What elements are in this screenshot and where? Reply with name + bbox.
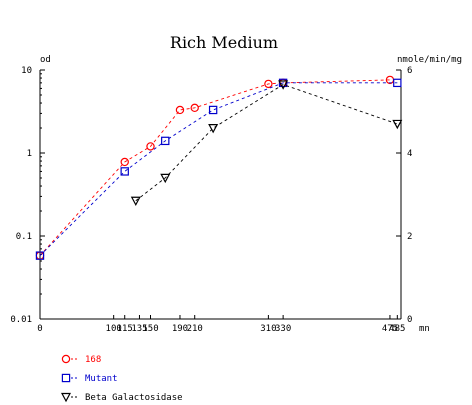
series-layer [35,75,403,260]
data-point [160,173,171,184]
x-tick-label: 135 [131,324,147,334]
legend-label: Mutant [85,374,118,384]
data-point [190,103,199,113]
data-point [130,196,141,207]
data-point [278,80,289,90]
left-axis-label: od [40,55,51,65]
data-point [120,157,129,167]
series-3 [130,80,403,207]
data-point [161,136,170,146]
legend-label: 168 [85,355,101,365]
data-point [146,142,155,151]
data-point [264,79,273,89]
x-tick-label: 150 [142,324,158,334]
right-y-tick-label: 0 [407,315,412,325]
legend: 168 Mutant Beta Galactosidase [61,354,183,403]
x-tick-label: 100 [106,324,122,334]
series-line [135,84,398,202]
chart-title: Rich Medium [170,33,278,52]
legend-entry: Beta Galactosidase [61,392,183,403]
right-y-tick-label: 6 [407,66,412,76]
data-point [175,105,185,115]
x-axis-unit: mn [419,324,430,334]
legend-entry: Mutant [61,373,118,384]
legend-label: Beta Galactosidase [85,393,183,403]
right-y-tick-label: 4 [407,149,412,159]
series-2 [35,78,402,260]
data-point [208,105,218,115]
right-y-tick-label: 2 [407,232,412,242]
x-tick-label: 0 [37,324,42,334]
series-line [39,82,398,256]
left-y-tick-label: 0.01 [10,315,32,325]
left-y-tick-label: 0.1 [16,232,32,242]
x-tick-label: 310 [260,324,276,334]
data-point [120,167,129,176]
legend-entry: 168 [61,354,101,365]
x-tick-label: 115 [117,324,133,334]
x-tick-label: 330 [275,324,291,334]
legend-marker [61,354,71,364]
x-tick-label: 475 [382,324,398,334]
data-point [393,78,402,88]
legend-marker [61,392,71,403]
data-point [392,119,403,130]
data-point [35,251,45,260]
legend-marker [61,373,71,383]
x-tick-label: 485 [389,324,405,334]
x-tick-label: 210 [187,324,203,334]
data-point [208,123,219,134]
x-tick-label: 190 [172,324,188,334]
right-axis-label: nmole/min/mg [397,55,462,65]
left-y-tick-label: 10 [21,66,32,76]
left-y-tick-label: 1 [27,149,32,159]
